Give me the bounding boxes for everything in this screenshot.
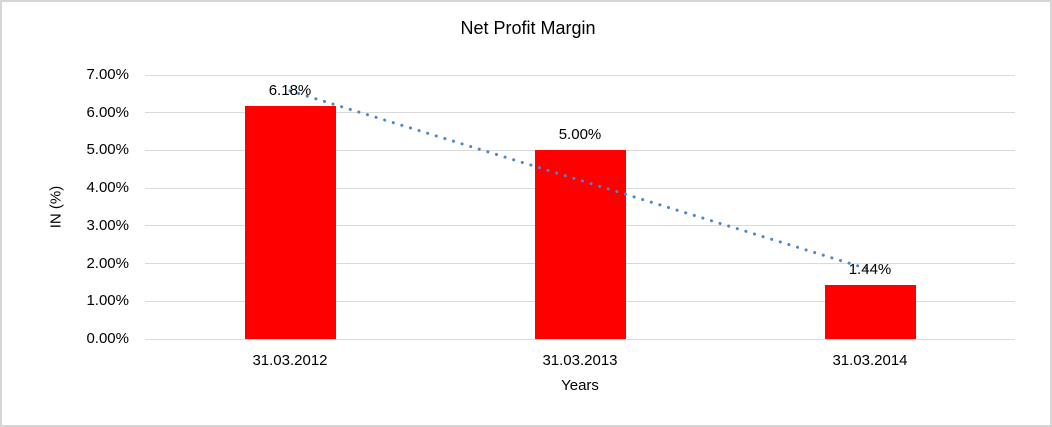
gridline <box>145 112 1015 114</box>
trendline <box>288 89 872 272</box>
y-axis-labels: 0.00% 1.00% 2.00% 3.00% 4.00% 5.00% 6.00% 7.00% <box>2 66 129 347</box>
y-tick-label: 2.00% <box>86 254 129 272</box>
y-tick-label: 0.00% <box>86 330 129 347</box>
plot-area: 6.18% 5.00% 1.44% <box>145 74 1015 340</box>
y-tick-label: 7.00% <box>86 66 129 83</box>
x-tick-label: 31.03.2012 <box>252 352 328 369</box>
x-tick-label: 31.03.2014 <box>832 352 908 369</box>
data-label: 6.18% <box>268 81 312 99</box>
data-label: 1.44% <box>848 260 892 278</box>
gridline <box>145 74 1015 76</box>
y-tick-label: 6.00% <box>86 103 129 121</box>
gridline <box>145 338 1015 340</box>
x-axis-labels: 31.03.2012 31.03.2013 31.03.2014 <box>145 352 1015 372</box>
y-tick-label: 5.00% <box>86 141 129 159</box>
gridline <box>145 149 1015 151</box>
bar-31.03.2012 <box>244 105 336 339</box>
y-tick-label: 3.00% <box>86 216 129 234</box>
chart-title: Net Profit Margin <box>460 18 596 38</box>
bar-31.03.2013 <box>534 150 626 339</box>
x-axis-title: Years <box>561 377 599 394</box>
y-tick-label: 1.00% <box>86 292 129 310</box>
x-tick-label: 31.03.2013 <box>542 352 618 369</box>
data-label: 5.00% <box>558 126 602 144</box>
bar-31.03.2014 <box>824 284 916 339</box>
y-tick-label: 4.00% <box>86 179 129 197</box>
